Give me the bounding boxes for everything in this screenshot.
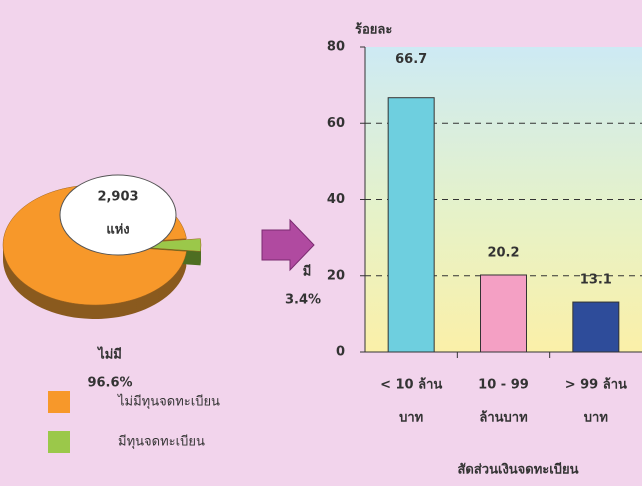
pie-label: ไม่มี xyxy=(96,346,122,363)
bar xyxy=(572,301,620,353)
x-tick-label: ล้านบาท xyxy=(479,410,527,426)
legend-label: ไม่มีทุนจดทะเบียน xyxy=(117,394,220,410)
y-tick-label: 0 xyxy=(336,345,345,360)
center-label: 2,903 xyxy=(97,190,138,205)
y-tick-label: 80 xyxy=(327,40,345,55)
y-axis-label: ร้อยละ xyxy=(355,22,392,38)
x-tick-label: บาท xyxy=(584,411,608,426)
x-tick-label: < 10 ล้าน xyxy=(380,377,442,393)
legend-swatch xyxy=(48,431,70,453)
pie-value-label: 3.4% xyxy=(285,293,321,308)
pie-label: มี xyxy=(303,264,312,280)
value-label: 20.2 xyxy=(487,245,519,260)
center-label-bg xyxy=(59,174,177,256)
y-tick-label: 60 xyxy=(327,116,345,131)
value-label: 13.1 xyxy=(580,273,612,288)
legend-label: มีทุนจดทะเบียน xyxy=(118,434,205,450)
bar xyxy=(387,97,435,353)
arrow xyxy=(261,218,315,272)
y-tick-label: 40 xyxy=(327,192,345,207)
y-tick-label: 20 xyxy=(327,268,345,283)
value-label: 66.7 xyxy=(395,52,427,67)
x-tick-label: > 99 ล้าน xyxy=(565,377,627,393)
x-axis-label: สัดส่วนเงินจดทะเบียน xyxy=(458,462,579,478)
legend-swatch xyxy=(48,391,70,413)
x-tick-label: 10 - 99 xyxy=(478,378,529,393)
pie-value-label: 96.6% xyxy=(87,376,132,391)
bar xyxy=(480,274,527,353)
center-label: แห่ง xyxy=(106,223,129,238)
x-tick-label: บาท xyxy=(399,411,423,426)
